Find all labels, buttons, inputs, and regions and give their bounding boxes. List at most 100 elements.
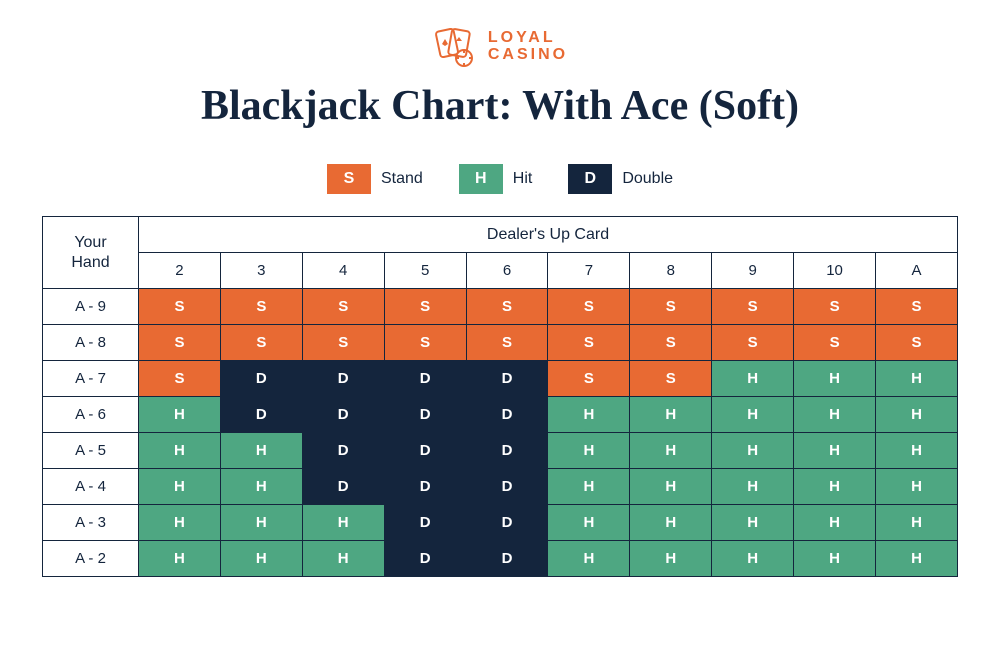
action-cell: H: [876, 469, 958, 505]
dealer-card-column: 5: [384, 253, 466, 289]
logo: LOYAL CASINO: [0, 0, 1000, 68]
action-cell: S: [139, 361, 221, 397]
action-cell: S: [712, 325, 794, 361]
action-cell: S: [630, 325, 712, 361]
action-cell: H: [548, 469, 630, 505]
table-head: YourHandDealer's Up Card2345678910A: [43, 217, 958, 289]
action-cell: S: [220, 289, 302, 325]
dealer-card-column: A: [876, 253, 958, 289]
table-row: A - 2HHHDDHHHHH: [43, 541, 958, 577]
action-cell: S: [630, 289, 712, 325]
action-cell: S: [139, 325, 221, 361]
action-cell: D: [466, 505, 548, 541]
action-cell: H: [876, 397, 958, 433]
action-cell: H: [712, 541, 794, 577]
legend-item: S Stand: [327, 164, 423, 194]
legend-label: Double: [622, 170, 673, 188]
action-cell: S: [794, 325, 876, 361]
dealer-card-column: 10: [794, 253, 876, 289]
action-cell: H: [876, 505, 958, 541]
hand-label: A - 8: [43, 325, 139, 361]
hand-label: A - 7: [43, 361, 139, 397]
action-cell: D: [384, 433, 466, 469]
hand-label: A - 3: [43, 505, 139, 541]
table-row: A - 3HHHDDHHHHH: [43, 505, 958, 541]
blackjack-chart: YourHandDealer's Up Card2345678910A A - …: [0, 216, 1000, 577]
legend-label: Stand: [381, 170, 423, 188]
action-cell: S: [630, 361, 712, 397]
action-cell: H: [876, 541, 958, 577]
logo-line-2: CASINO: [488, 47, 568, 64]
dealer-card-column: 8: [630, 253, 712, 289]
action-cell: H: [220, 505, 302, 541]
legend-item: DDouble: [568, 164, 673, 194]
action-cell: H: [794, 469, 876, 505]
hand-label: A - 9: [43, 289, 139, 325]
action-cell: H: [302, 505, 384, 541]
table-row: A - 9SSSSSSSSSS: [43, 289, 958, 325]
action-cell: D: [302, 361, 384, 397]
action-cell: S: [302, 325, 384, 361]
action-cell: H: [876, 433, 958, 469]
dealer-card-column: 7: [548, 253, 630, 289]
action-cell: H: [139, 397, 221, 433]
hand-label: A - 4: [43, 469, 139, 505]
dealer-card-column: 6: [466, 253, 548, 289]
action-cell: H: [220, 433, 302, 469]
dealer-card-column: 4: [302, 253, 384, 289]
action-cell: S: [466, 325, 548, 361]
action-cell: S: [302, 289, 384, 325]
table-body: A - 9SSSSSSSSSSA - 8SSSSSSSSSSA - 7SDDDD…: [43, 289, 958, 577]
strategy-table: YourHandDealer's Up Card2345678910A A - …: [42, 216, 958, 577]
action-cell: S: [548, 289, 630, 325]
action-cell: D: [466, 541, 548, 577]
action-cell: H: [712, 361, 794, 397]
action-cell: D: [220, 361, 302, 397]
action-cell: H: [876, 361, 958, 397]
action-cell: H: [139, 505, 221, 541]
legend-swatch: H: [459, 164, 503, 194]
action-cell: D: [466, 397, 548, 433]
action-cell: D: [384, 505, 466, 541]
action-cell: H: [630, 433, 712, 469]
action-cell: D: [302, 469, 384, 505]
table-row: A - 6HDDDDHHHHH: [43, 397, 958, 433]
action-cell: H: [712, 433, 794, 469]
action-cell: D: [384, 541, 466, 577]
legend: S Stand H Hit DDouble: [0, 164, 1000, 194]
table-row: A - 4HHDDDHHHHH: [43, 469, 958, 505]
action-cell: S: [466, 289, 548, 325]
action-cell: D: [302, 433, 384, 469]
action-cell: H: [548, 397, 630, 433]
dealer-upcard-header: Dealer's Up Card: [139, 217, 958, 253]
table-row: A - 7SDDDDSSHHH: [43, 361, 958, 397]
action-cell: S: [384, 325, 466, 361]
hand-label: A - 2: [43, 541, 139, 577]
action-cell: H: [712, 397, 794, 433]
action-cell: H: [794, 505, 876, 541]
action-cell: H: [139, 541, 221, 577]
action-cell: D: [466, 361, 548, 397]
action-cell: D: [384, 469, 466, 505]
action-cell: S: [384, 289, 466, 325]
action-cell: S: [548, 325, 630, 361]
table-row: A - 5HHDDDHHHHH: [43, 433, 958, 469]
action-cell: S: [876, 289, 958, 325]
action-cell: D: [466, 469, 548, 505]
action-cell: S: [876, 325, 958, 361]
action-cell: H: [220, 469, 302, 505]
action-cell: S: [139, 289, 221, 325]
action-cell: H: [794, 433, 876, 469]
hand-label: A - 5: [43, 433, 139, 469]
action-cell: H: [548, 433, 630, 469]
cards-chip-icon: [432, 26, 478, 68]
action-cell: H: [712, 469, 794, 505]
legend-label: Hit: [513, 170, 533, 188]
action-cell: H: [630, 541, 712, 577]
legend-swatch: S: [327, 164, 371, 194]
legend-item: H Hit: [459, 164, 533, 194]
action-cell: D: [384, 397, 466, 433]
action-cell: D: [220, 397, 302, 433]
action-cell: H: [548, 505, 630, 541]
action-cell: H: [794, 397, 876, 433]
